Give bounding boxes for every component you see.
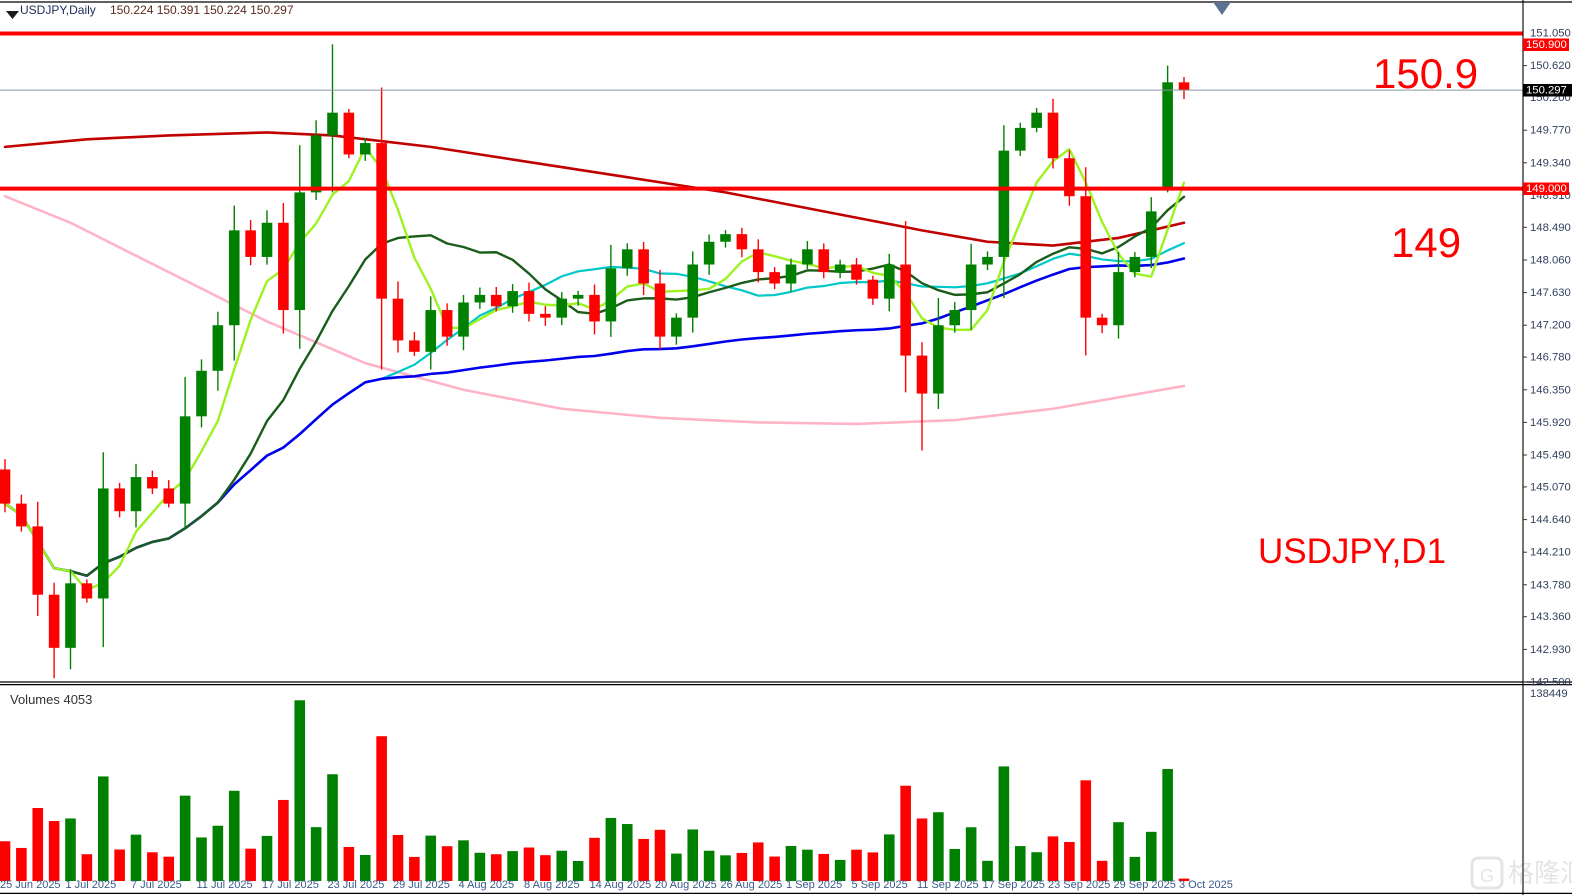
svg-text:14 Aug 2025: 14 Aug 2025 bbox=[590, 879, 652, 891]
svg-text:145.490: 145.490 bbox=[1530, 450, 1571, 462]
svg-text:151.050: 151.050 bbox=[1530, 28, 1571, 40]
svg-text:147.630: 147.630 bbox=[1530, 287, 1571, 299]
svg-text:143.360: 143.360 bbox=[1530, 611, 1571, 623]
svg-text:150.620: 150.620 bbox=[1530, 60, 1571, 72]
svg-text:4 Aug 2025: 4 Aug 2025 bbox=[459, 879, 515, 891]
svg-text:150.900: 150.900 bbox=[1526, 39, 1567, 51]
svg-text:143.780: 143.780 bbox=[1530, 579, 1571, 591]
svg-text:149.000: 149.000 bbox=[1526, 183, 1567, 195]
svg-text:25 Jun 2025: 25 Jun 2025 bbox=[0, 879, 61, 891]
svg-text:G: G bbox=[1480, 866, 1494, 886]
svg-text:11 Sep 2025: 11 Sep 2025 bbox=[917, 879, 979, 891]
svg-text:USDJPY,Daily: USDJPY,Daily bbox=[20, 3, 96, 17]
svg-text:1 Jul 2025: 1 Jul 2025 bbox=[66, 879, 117, 891]
svg-text:149.770: 149.770 bbox=[1530, 125, 1571, 137]
svg-text:Volumes 4053: Volumes 4053 bbox=[10, 692, 92, 707]
svg-text:23 Jul 2025: 23 Jul 2025 bbox=[328, 879, 385, 891]
svg-text:1 Sep 2025: 1 Sep 2025 bbox=[786, 879, 842, 891]
svg-text:29 Sep 2025: 29 Sep 2025 bbox=[1114, 879, 1176, 891]
svg-text:145.070: 145.070 bbox=[1530, 481, 1571, 493]
svg-text:144.210: 144.210 bbox=[1530, 547, 1571, 559]
svg-text:146.780: 146.780 bbox=[1530, 352, 1571, 364]
svg-text:USDJPY,D1: USDJPY,D1 bbox=[1258, 532, 1446, 571]
svg-text:148.490: 148.490 bbox=[1530, 222, 1571, 234]
svg-text:26 Aug 2025: 26 Aug 2025 bbox=[721, 879, 783, 891]
svg-text:3 Oct 2025: 3 Oct 2025 bbox=[1179, 879, 1233, 891]
svg-text:29 Jul 2025: 29 Jul 2025 bbox=[393, 879, 450, 891]
svg-text:146.350: 146.350 bbox=[1530, 384, 1571, 396]
svg-text:150.297: 150.297 bbox=[1526, 85, 1567, 97]
svg-text:147.200: 147.200 bbox=[1530, 320, 1571, 332]
svg-text:149: 149 bbox=[1391, 219, 1461, 266]
svg-text:8 Aug 2025: 8 Aug 2025 bbox=[524, 879, 580, 891]
svg-text:150.224 150.391 150.224 150.29: 150.224 150.391 150.224 150.297 bbox=[110, 3, 294, 17]
svg-text:142.930: 142.930 bbox=[1530, 644, 1571, 656]
svg-text:17 Jul 2025: 17 Jul 2025 bbox=[262, 879, 319, 891]
svg-text:144.640: 144.640 bbox=[1530, 514, 1571, 526]
svg-text:20 Aug 2025: 20 Aug 2025 bbox=[655, 879, 717, 891]
svg-text:148.060: 148.060 bbox=[1530, 255, 1571, 267]
svg-text:145.920: 145.920 bbox=[1530, 417, 1571, 429]
svg-text:17 Sep 2025: 17 Sep 2025 bbox=[983, 879, 1045, 891]
svg-text:142.500: 142.500 bbox=[1530, 677, 1571, 689]
svg-text:11 Jul 2025: 11 Jul 2025 bbox=[197, 879, 253, 891]
svg-text:138449: 138449 bbox=[1530, 688, 1568, 700]
svg-text:23 Sep 2025: 23 Sep 2025 bbox=[1048, 879, 1110, 891]
svg-text:格隆汇: 格隆汇 bbox=[1508, 858, 1572, 888]
svg-text:5 Sep 2025: 5 Sep 2025 bbox=[852, 879, 908, 891]
svg-text:7 Jul 2025: 7 Jul 2025 bbox=[131, 879, 182, 891]
svg-text:150.9: 150.9 bbox=[1373, 50, 1478, 97]
svg-text:149.340: 149.340 bbox=[1530, 157, 1571, 169]
